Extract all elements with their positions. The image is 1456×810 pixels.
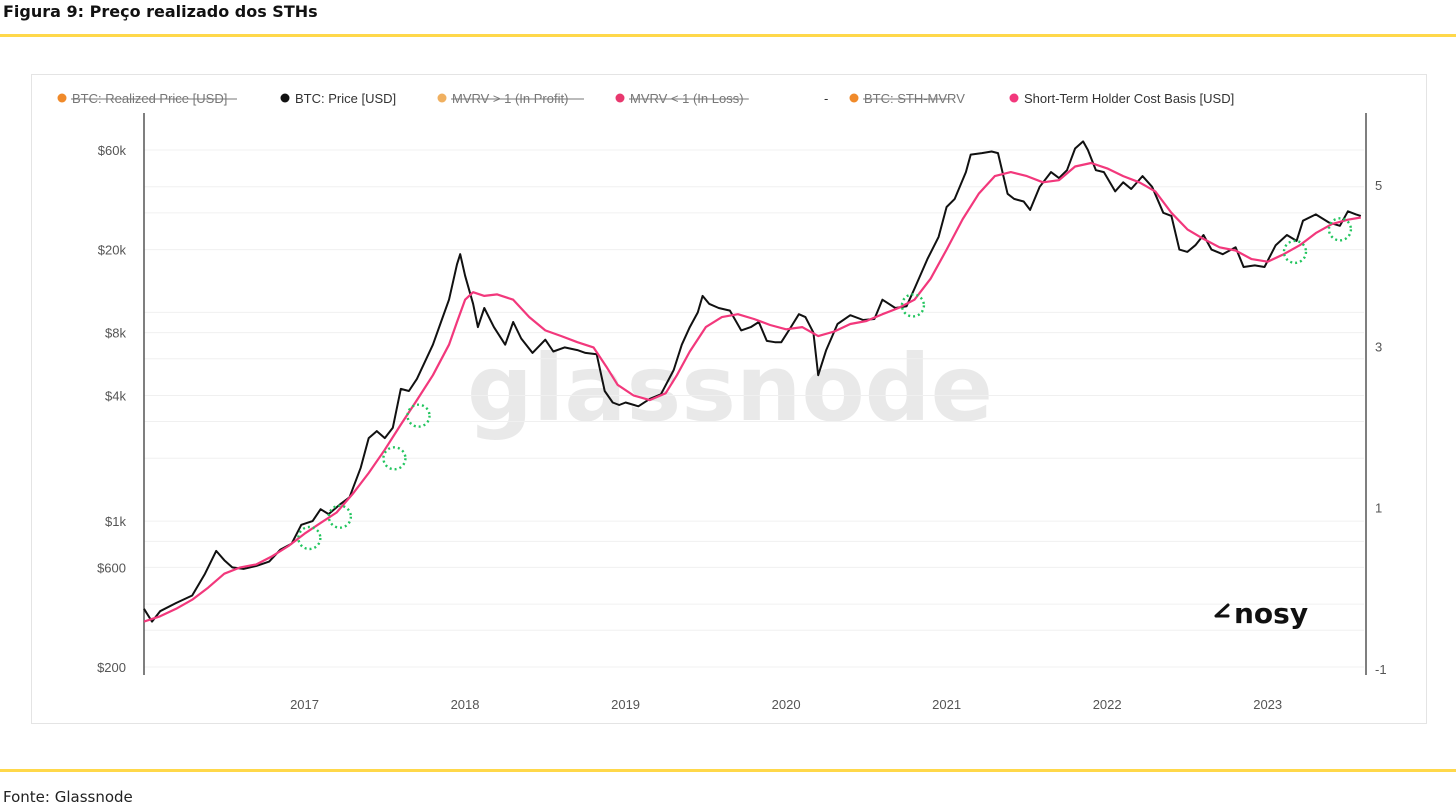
legend-label: BTC: Price [USD] [295, 91, 396, 106]
tick-labels: $60k $20k $8k $4k $1k $600 $200 5 3 1 -1 2017 2018 20… [97, 143, 1386, 712]
top-accent-rule [0, 34, 1456, 37]
legend-item[interactable]: Short-Term Holder Cost Basis [USD] [1009, 91, 1235, 106]
y-right-tick-label: 5 [1375, 178, 1382, 193]
bottom-accent-rule [0, 769, 1456, 772]
dotted-marker-circle [1282, 239, 1308, 265]
x-tick-label: 2022 [1093, 697, 1122, 712]
dotted-marker-circle [1327, 217, 1353, 242]
legend-item[interactable]: BTC: Realized Price [USD] [57, 91, 238, 106]
sth-cost-basis-line [143, 161, 1361, 623]
grid-lines [144, 149, 1364, 668]
x-tick-label: 2023 [1253, 697, 1282, 712]
legend-swatch [615, 93, 625, 103]
figure-title: Figura 9: Preço realizado dos STHs [3, 2, 318, 21]
brand-text: nosy [1234, 597, 1308, 630]
legend-item[interactable]: MVRV < 1 (In Loss) [615, 91, 749, 106]
legend-swatch [849, 93, 859, 103]
y-tick-label: $20k [98, 243, 127, 258]
y-right-tick-label: 1 [1375, 501, 1382, 516]
y-right-tick-label: -1 [1375, 662, 1387, 677]
legend-item[interactable]: MVRV > 1 (In Profit) [437, 91, 585, 106]
y-tick-label: $600 [97, 560, 126, 575]
chart-legend: BTC: Realized Price [USD] BTC: Price [USD… [57, 91, 1235, 106]
dotted-marker-circle [297, 525, 322, 551]
x-tick-label: 2021 [932, 697, 961, 712]
y-tick-label: $4k [105, 388, 126, 403]
source-note: Fonte: Glassnode [3, 788, 133, 806]
y-tick-label: $200 [97, 660, 126, 675]
x-tick-label: 2017 [290, 697, 319, 712]
watermark-text: glassnode [467, 335, 993, 442]
axes [143, 113, 1367, 675]
y-tick-label: $1k [105, 514, 126, 529]
legend-label: - [824, 91, 828, 106]
dotted-marker-circle [406, 403, 431, 428]
legend-swatch [437, 93, 447, 103]
btc-price-line [143, 140, 1362, 623]
dotted-marker-circle [327, 504, 353, 529]
legend-swatch [1009, 93, 1019, 103]
legend-item[interactable]: - [824, 91, 828, 106]
x-tick-label: 2018 [451, 697, 480, 712]
legend-label: Short-Term Holder Cost Basis [USD] [1024, 91, 1234, 106]
btc-price-chart: BTC: Realized Price [USD] BTC: Price [USD… [57, 91, 1387, 712]
y-tick-label: $60k [98, 143, 127, 158]
legend-item[interactable]: BTC: Price [USD] [280, 91, 397, 106]
y-right-tick-label: 3 [1375, 339, 1382, 354]
legend-swatch [57, 93, 67, 103]
x-tick-label: 2020 [772, 697, 801, 712]
dotted-marker-circle [382, 446, 407, 471]
legend-item[interactable]: BTC: STH-MVRV [849, 91, 966, 106]
watermark-layer: glassnode [467, 335, 993, 442]
x-tick-label: 2019 [611, 697, 640, 712]
y-tick-label: $8k [105, 326, 126, 341]
nosy-logo-icon [1214, 603, 1230, 618]
chart-card: BTC: Realized Price [USD] BTC: Price [USD… [31, 74, 1427, 724]
brand-logo: nosy [1214, 597, 1308, 630]
series-layer [143, 140, 1362, 623]
legend-swatch [280, 93, 290, 103]
